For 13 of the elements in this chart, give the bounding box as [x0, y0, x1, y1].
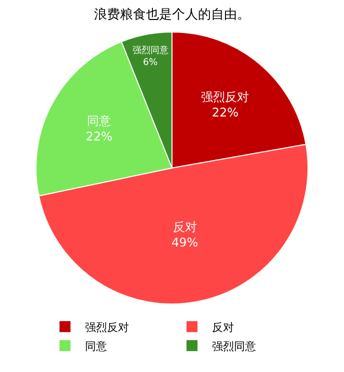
legend-label: 强烈同意 — [212, 340, 256, 353]
legend-label: 强烈反对 — [85, 320, 129, 334]
legend-label: 反对 — [212, 320, 234, 334]
data-label: 22% — [212, 105, 239, 120]
slice-label: 反对 — [172, 220, 197, 234]
slice-label: 强烈同意 — [132, 44, 168, 56]
data-label: 49% — [172, 236, 198, 250]
legend-label: 同意 — [85, 340, 107, 353]
slice-label: 强烈反对 — [201, 90, 250, 104]
data-label: 22% — [86, 130, 112, 144]
slice-label: 同意 — [87, 114, 112, 128]
data-label: 6% — [143, 56, 158, 68]
chart-title: 浪费粮食也是个人的自由。 — [94, 6, 250, 22]
